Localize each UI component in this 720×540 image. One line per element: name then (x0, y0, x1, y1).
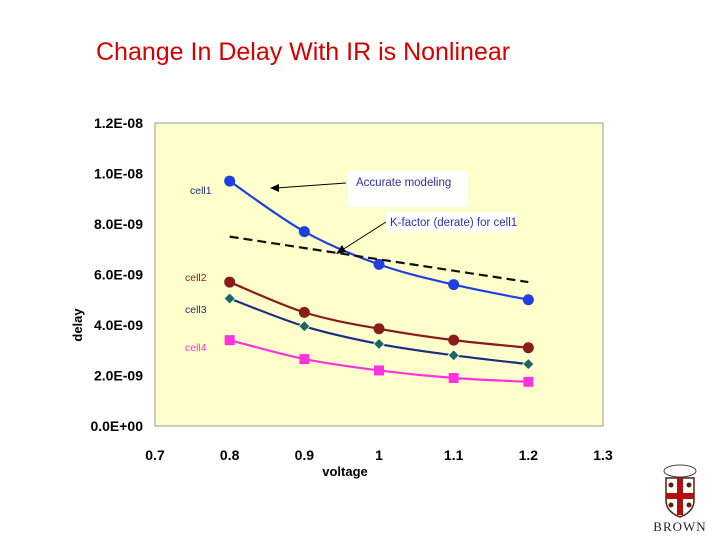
cell3-point (372, 337, 386, 351)
cell1-point (373, 258, 385, 270)
accurate-modeling-arrow (275, 182, 347, 189)
x-tick-label: 0.8 (220, 447, 240, 463)
kfactor-layer (229, 235, 529, 284)
cell2-point (224, 276, 236, 288)
accurate-modeling-box (348, 171, 468, 207)
cell3-label: cell3 (185, 304, 207, 316)
y-tick-label: 1.2E-08 (94, 115, 143, 131)
y-axis-label: delay (70, 308, 85, 342)
cell2-point (373, 323, 385, 335)
cell1-point (448, 279, 460, 291)
series-layer (223, 175, 535, 387)
plot-area (154, 122, 604, 427)
cell3-point (223, 292, 236, 305)
y-tick-label: 0.0E+00 (90, 418, 143, 434)
logo-wordmark: BROWN (653, 519, 706, 534)
cell4-point (299, 354, 310, 365)
cell4-point (374, 365, 384, 376)
kfactor-arrow (341, 221, 387, 251)
y-axis-ticks: 0.0E+00 2.0E-09 4.0E-09 6.0E-09 8.0E-09 1.0E-… (90, 115, 143, 434)
x-axis-label: voltage (322, 464, 368, 479)
accurate-modeling-arrowhead (270, 184, 279, 192)
cell3-point (298, 320, 311, 333)
x-tick-label: 1 (375, 447, 383, 463)
accurate-modeling-label: Accurate modeling (356, 177, 451, 189)
cell4-label: cell4 (185, 342, 207, 354)
cell2-point (522, 342, 534, 354)
y-tick-label: 2.0E-09 (94, 368, 143, 384)
cell2-label: cell2 (185, 272, 207, 284)
cell3-point (522, 358, 535, 371)
cell4-point (224, 335, 235, 346)
cell1-point (298, 226, 310, 238)
y-tick-label: 8.0E-09 (94, 216, 143, 232)
cell2-point (298, 306, 310, 318)
kfactor-label: K-factor (derate) for cell1 (390, 217, 517, 229)
x-tick-label: 0.7 (145, 447, 165, 463)
y-tick-label: 1.0E-08 (94, 166, 143, 182)
slide-title: Change In Delay With IR is Nonlinear (96, 38, 511, 66)
cell1-point (522, 294, 534, 306)
x-axis-ticks: 0.7 0.8 0.9 1 1.1 1.2 1.3 (145, 447, 613, 463)
kfactor-derate-line (229, 235, 529, 284)
x-tick-label: 1.1 (444, 447, 464, 463)
cell1-point (224, 175, 236, 187)
x-tick-label: 1.3 (593, 447, 613, 463)
cell2-point (448, 334, 460, 346)
brown-university-logo: BROWN (653, 464, 706, 534)
cell4-point (523, 376, 534, 387)
y-tick-label: 4.0E-09 (94, 317, 143, 333)
kfactor-arrowhead (336, 245, 346, 254)
x-tick-label: 0.9 (295, 447, 315, 463)
kfactor-box (386, 212, 516, 232)
cell3-point (447, 349, 460, 362)
x-tick-label: 1.2 (519, 447, 539, 463)
cell1-label: cell1 (190, 185, 212, 197)
cell4-point (448, 373, 459, 384)
y-tick-label: 6.0E-09 (94, 267, 143, 283)
